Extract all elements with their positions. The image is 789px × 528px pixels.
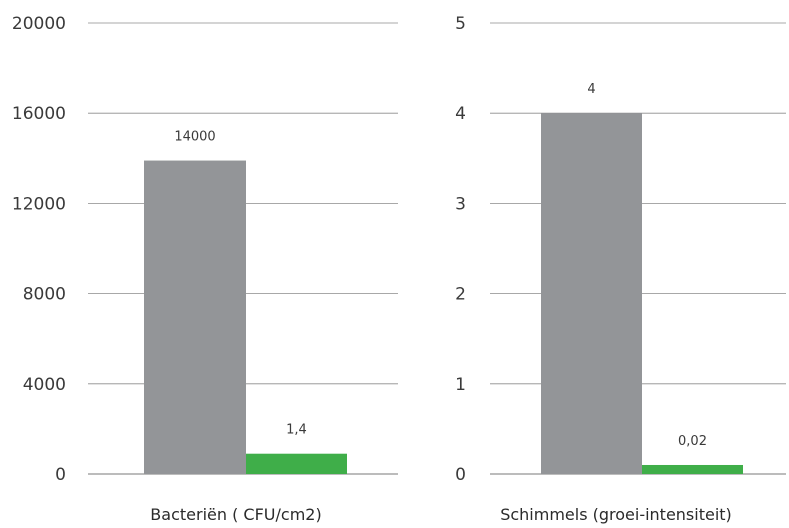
bar — [246, 453, 347, 474]
data-label: 14000 — [174, 130, 215, 145]
y-tick-label: 1 — [455, 375, 466, 395]
x-axis-label: Bacteriën ( CFU/cm2) — [150, 505, 321, 524]
y-tick-label: 12000 — [12, 194, 66, 214]
bar — [144, 160, 246, 474]
y-tick-label: 2 — [455, 285, 466, 305]
bar — [642, 464, 743, 474]
y-tick-label: 8000 — [23, 285, 66, 305]
y-tick-label: 4000 — [23, 375, 66, 395]
y-tick-label: 3 — [455, 194, 466, 214]
chart-2: 0 1 2 3 4 5 4 0,02 Schimmels (groei-intensiteit) — [455, 14, 786, 524]
chart-1: 0 4000 8000 12000 16000 20000 14000 1,4 Bacterië… — [12, 14, 398, 524]
data-label: 1,4 — [286, 423, 307, 438]
bar — [541, 113, 642, 474]
y-tick-label: 0 — [55, 465, 66, 485]
y-tick-label: 5 — [455, 14, 466, 34]
y-tick-label: 0 — [455, 465, 466, 485]
y-tick-label: 4 — [455, 104, 466, 124]
data-label: 4 — [587, 82, 595, 97]
x-axis-label: Schimmels (groei-intensiteit) — [500, 505, 732, 524]
y-tick-label: 20000 — [12, 14, 66, 34]
y-tick-label: 16000 — [12, 104, 66, 124]
data-label: 0,02 — [678, 434, 707, 449]
